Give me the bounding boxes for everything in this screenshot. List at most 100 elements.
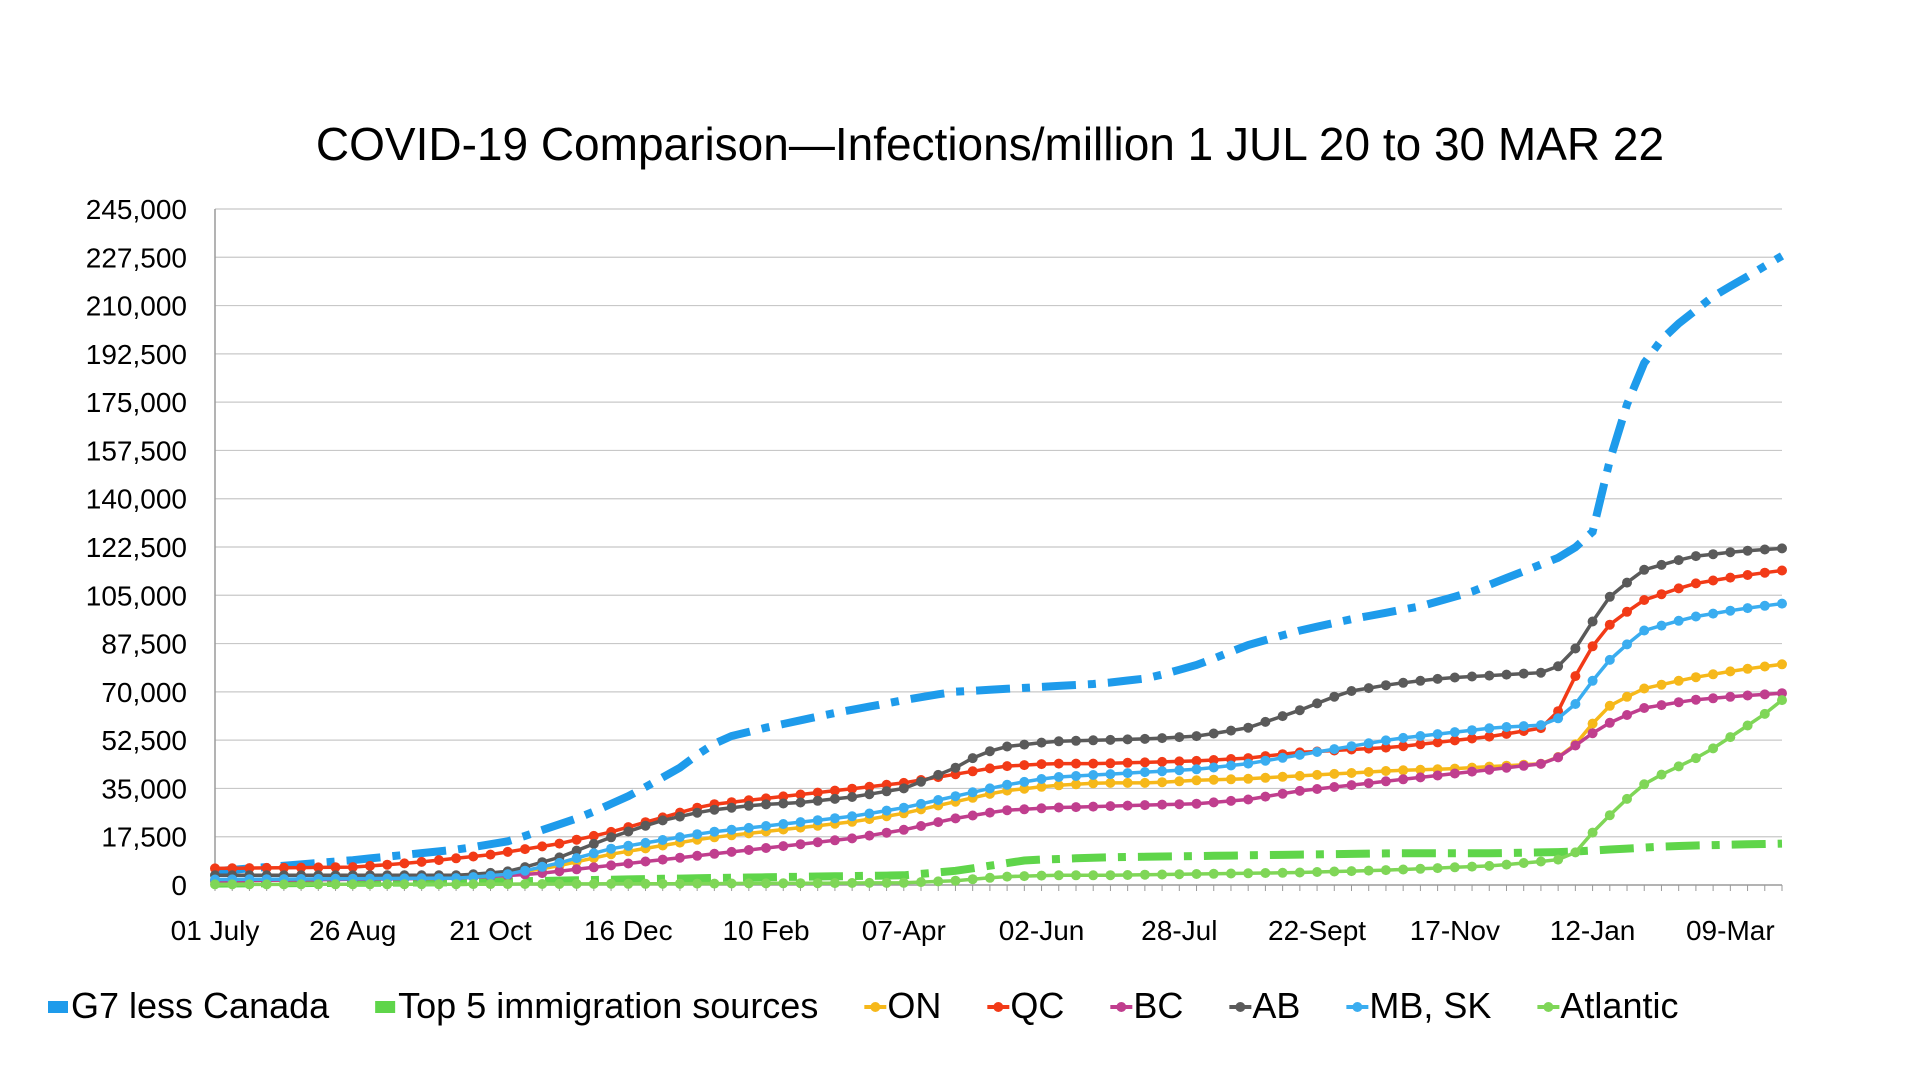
data-point bbox=[1467, 766, 1477, 777]
data-point bbox=[1777, 565, 1787, 576]
data-point bbox=[1329, 782, 1340, 792]
data-point bbox=[1002, 871, 1013, 882]
data-point bbox=[502, 869, 513, 880]
data-point bbox=[347, 862, 358, 873]
data-point bbox=[1191, 869, 1202, 879]
data-point bbox=[1208, 868, 1219, 879]
data-point bbox=[1708, 608, 1719, 619]
series-line bbox=[214, 568, 1783, 871]
y-tick-label: 227,500 bbox=[86, 242, 187, 273]
data-point bbox=[1742, 603, 1753, 614]
data-point bbox=[967, 787, 978, 798]
legend-item: QC bbox=[987, 985, 1064, 1026]
data-point bbox=[1690, 551, 1701, 562]
data-point bbox=[1742, 690, 1753, 701]
data-point bbox=[1226, 868, 1236, 879]
legend-item: Top 5 immigration sources bbox=[375, 985, 818, 1026]
data-point bbox=[1260, 772, 1271, 783]
data-point bbox=[778, 841, 789, 852]
data-point bbox=[1604, 619, 1615, 630]
data-point bbox=[950, 875, 961, 886]
data-point bbox=[1535, 667, 1546, 678]
data-point bbox=[1036, 759, 1047, 770]
data-point bbox=[210, 863, 220, 874]
legend-item: Atlantic bbox=[1537, 985, 1678, 1026]
grid bbox=[215, 208, 1782, 838]
data-point bbox=[1673, 761, 1684, 772]
data-point bbox=[829, 835, 840, 846]
data-point bbox=[916, 821, 926, 831]
data-point bbox=[761, 878, 771, 889]
y-tick-label: 105,000 bbox=[86, 580, 187, 611]
data-point bbox=[1363, 865, 1374, 876]
x-tick-label: 12-Jan bbox=[1550, 915, 1636, 946]
data-point bbox=[365, 879, 375, 890]
data-point bbox=[881, 805, 892, 816]
data-point bbox=[1570, 847, 1581, 858]
data-point bbox=[1535, 720, 1546, 731]
data-point bbox=[847, 811, 858, 822]
chart-title: COVID-19 Comparison—Infections/million 1… bbox=[316, 118, 1664, 170]
data-point bbox=[313, 879, 324, 890]
data-point bbox=[1622, 577, 1632, 588]
data-point bbox=[692, 850, 703, 861]
data-point bbox=[1122, 757, 1133, 768]
data-point bbox=[1673, 583, 1684, 594]
y-tick-label: 87,500 bbox=[101, 629, 187, 660]
x-tick-label: 21 Oct bbox=[449, 915, 532, 946]
data-point bbox=[1467, 861, 1477, 872]
data-point bbox=[1656, 559, 1667, 570]
data-point bbox=[1329, 768, 1340, 779]
data-point bbox=[1570, 671, 1581, 682]
data-point bbox=[1587, 641, 1598, 652]
y-tick-label: 70,000 bbox=[101, 677, 187, 708]
data-point bbox=[1759, 661, 1770, 672]
series-line bbox=[214, 839, 1783, 888]
data-point bbox=[743, 822, 754, 833]
data-point bbox=[606, 832, 617, 843]
data-point bbox=[1725, 547, 1736, 558]
data-point bbox=[261, 862, 272, 873]
data-point bbox=[743, 878, 754, 889]
data-point bbox=[1174, 869, 1185, 880]
data-point bbox=[1002, 741, 1013, 752]
data-point bbox=[623, 826, 634, 837]
data-point bbox=[812, 815, 823, 826]
data-point bbox=[1432, 729, 1443, 740]
data-point bbox=[1604, 654, 1615, 665]
data-point bbox=[1019, 760, 1030, 771]
legend-marker bbox=[1235, 1002, 1246, 1012]
data-point bbox=[916, 877, 926, 888]
data-point bbox=[1260, 755, 1271, 766]
data-point bbox=[451, 879, 462, 890]
data-point bbox=[640, 837, 651, 848]
data-point bbox=[692, 829, 703, 840]
data-point bbox=[743, 845, 754, 855]
x-tick-label: 09-Mar bbox=[1686, 915, 1775, 946]
data-point bbox=[709, 878, 720, 889]
data-point bbox=[778, 819, 789, 829]
data-point bbox=[1226, 795, 1236, 806]
data-point bbox=[864, 789, 875, 800]
data-point bbox=[588, 830, 599, 841]
data-point bbox=[571, 845, 582, 856]
data-point bbox=[1587, 827, 1598, 838]
data-point bbox=[1656, 679, 1667, 690]
data-point bbox=[1002, 761, 1013, 772]
data-point bbox=[623, 840, 634, 851]
legend: G7 less Canada Top 5 immigration sources O… bbox=[48, 985, 1678, 1026]
data-point bbox=[726, 802, 737, 813]
legend-item: MB, SK bbox=[1346, 985, 1491, 1026]
data-point bbox=[1708, 549, 1719, 560]
data-point bbox=[330, 862, 341, 873]
data-point bbox=[778, 798, 789, 809]
data-point bbox=[1449, 862, 1460, 873]
data-point bbox=[1243, 868, 1254, 879]
data-point bbox=[1604, 717, 1615, 728]
data-point bbox=[1398, 864, 1409, 875]
data-point bbox=[1725, 572, 1736, 583]
data-point bbox=[1604, 810, 1615, 821]
data-point bbox=[588, 878, 599, 889]
data-point bbox=[1604, 700, 1615, 711]
data-point bbox=[1742, 545, 1753, 556]
